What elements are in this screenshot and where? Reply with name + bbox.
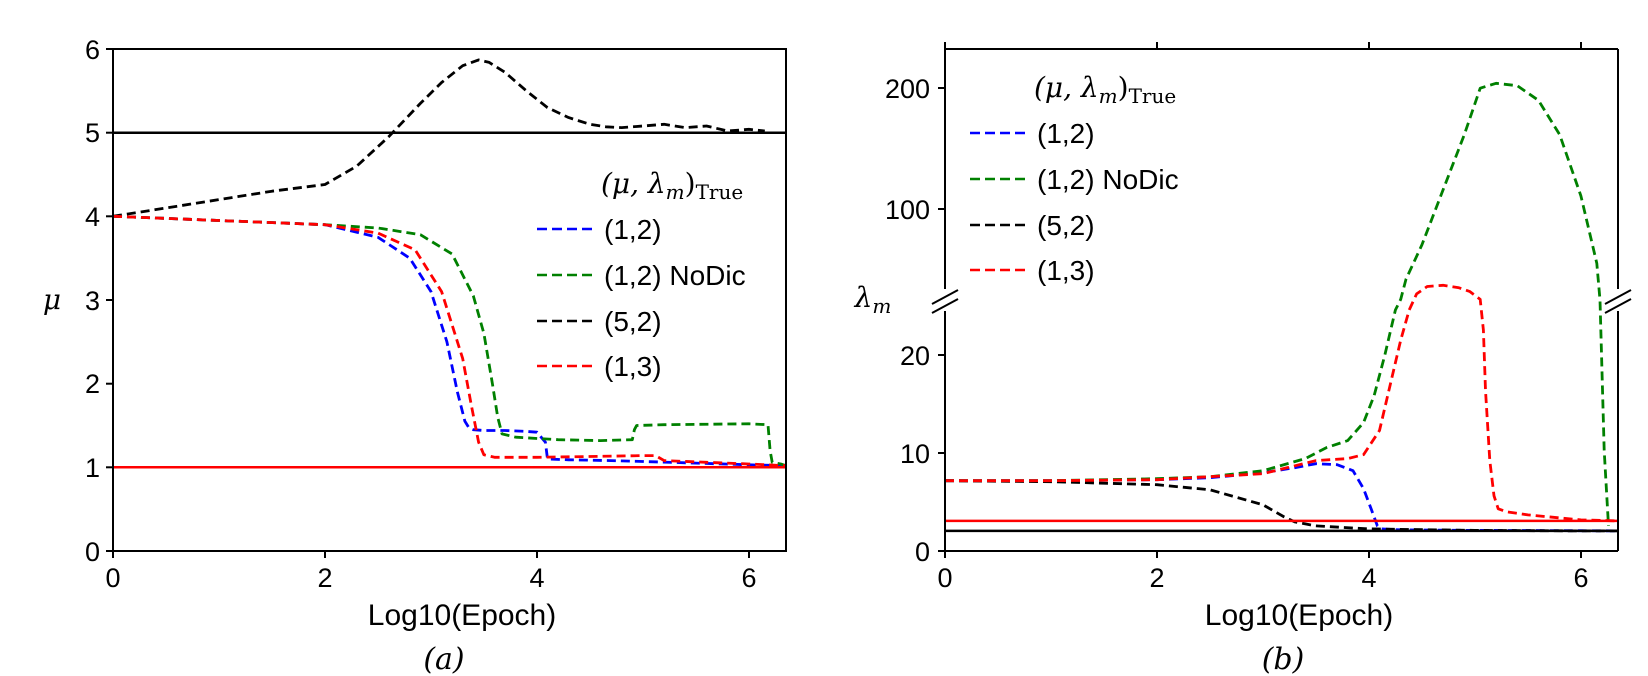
panel-a-y-tick-label: 4 xyxy=(85,202,100,232)
panel-b-legend-title-sub-m: m xyxy=(1099,84,1118,108)
panel-b-series-5-2 xyxy=(944,479,1618,533)
panel-b: 0 2 4 6 0 10 20 100 200 Log10(Epoch) λm … xyxy=(854,42,1632,676)
panel-b-legend-label-1-2: (1,2) xyxy=(1037,118,1095,149)
panel-a-legend-label-1-2: (1,2) xyxy=(604,214,662,245)
panel-b-y-tick-label: 0 xyxy=(915,537,930,567)
panel-b-legend: (μ, λm)True (1,2) (1,2) NoDic (5,2) (1,3… xyxy=(970,71,1179,286)
panel-b-y-tick-label: 100 xyxy=(885,195,930,225)
panel-a-x-tick-label: 0 xyxy=(105,563,120,593)
panel-a-legend-title-sub: True xyxy=(696,180,744,204)
panel-b-legend-title-sub: True xyxy=(1129,84,1177,108)
panel-a-panel-label: (a) xyxy=(423,642,464,676)
panel-a-legend-label-1-2-nodic: (1,2) NoDic xyxy=(604,260,746,291)
panel-b-x-tick-label: 0 xyxy=(937,563,952,593)
panel-b-y-axis-label: λm xyxy=(854,281,892,318)
panel-a-y-ticks: 0 1 2 3 4 5 6 xyxy=(85,35,113,567)
panel-a: 0 2 4 6 0 1 2 3 4 5 6 Log10(Epoch) μ (a)… xyxy=(43,35,787,676)
panel-b-y-tick-label: 20 xyxy=(900,341,930,371)
panel-a-legend-label-1-3: (1,3) xyxy=(604,351,662,382)
panel-b-panel-label: (b) xyxy=(1262,642,1305,676)
panel-a-legend-title-close: ) xyxy=(685,167,696,200)
panel-a-legend: (μ, λm)True (1,2) (1,2) NoDic (5,2) (1,3… xyxy=(537,167,746,382)
panel-b-plot-frame xyxy=(931,48,1632,552)
panel-b-y-axis-label-main: λ xyxy=(854,281,873,314)
panel-a-y-tick-label: 5 xyxy=(85,118,100,148)
panel-b-axis-break-mark xyxy=(931,298,959,314)
panel-a-legend-title-main: (μ, λ xyxy=(601,167,666,200)
panel-b-x-ticks: 0 2 4 6 xyxy=(937,42,1589,593)
panel-a-y-tick-label: 1 xyxy=(85,453,100,483)
panel-b-y-tick-label: 200 xyxy=(885,74,930,104)
panel-a-x-tick-label: 4 xyxy=(529,563,544,593)
panel-b-x-axis-label: Log10(Epoch) xyxy=(1205,599,1393,632)
panel-b-y-tick-label: 10 xyxy=(900,439,930,469)
panel-a-series-1-2-nodic xyxy=(112,214,787,468)
panel-b-x-tick-label: 4 xyxy=(1361,563,1376,593)
panel-a-legend-title: (μ, λm)True xyxy=(601,167,743,204)
panel-a-x-ticks: 0 2 4 6 xyxy=(105,551,757,593)
panel-a-x-tick-label: 2 xyxy=(317,563,332,593)
panel-a-series-5-2 xyxy=(112,58,765,218)
panel-a-legend-label-5-2: (5,2) xyxy=(604,306,662,337)
panel-b-y-axis-label-sub: m xyxy=(872,294,891,318)
panel-b-axis-break-mark xyxy=(931,289,959,305)
panel-b-series xyxy=(944,81,1619,533)
panel-b-legend-label-5-2: (5,2) xyxy=(1037,210,1095,241)
panel-b-legend-title-close: ) xyxy=(1118,71,1129,104)
panel-a-y-tick-label: 0 xyxy=(85,537,100,567)
panel-b-x-tick-label: 6 xyxy=(1573,563,1588,593)
panel-b-series-1-2-nodic xyxy=(945,81,1610,526)
panel-a-x-axis-label: Log10(Epoch) xyxy=(368,599,556,632)
panel-a-legend-title-sub-m: m xyxy=(666,180,685,204)
panel-a-y-tick-label: 2 xyxy=(85,369,100,399)
panel-b-axis-break-mark xyxy=(1604,289,1632,305)
panel-a-series xyxy=(112,58,787,469)
panel-b-legend-title: (μ, λm)True xyxy=(1034,71,1176,108)
panel-b-legend-title-main: (μ, λ xyxy=(1034,71,1099,104)
panel-b-y-ticks: 0 10 20 100 200 xyxy=(885,74,945,567)
panel-a-y-axis-label: μ xyxy=(43,283,61,316)
panel-a-series-1-2 xyxy=(112,214,787,468)
panel-b-series-1-3 xyxy=(945,283,1619,523)
panel-b-legend-label-1-2-nodic: (1,2) NoDic xyxy=(1037,164,1179,195)
panel-a-y-tick-label: 6 xyxy=(85,35,100,65)
panel-b-x-tick-label: 2 xyxy=(1149,563,1164,593)
panel-a-x-tick-label: 6 xyxy=(741,563,756,593)
panel-b-axis-break-mark xyxy=(1604,298,1632,314)
panel-a-y-tick-label: 3 xyxy=(85,286,100,316)
panel-a-series-1-3 xyxy=(112,214,787,468)
panel-b-legend-label-1-3: (1,3) xyxy=(1037,255,1095,286)
panel-a-plot-frame xyxy=(112,48,787,552)
